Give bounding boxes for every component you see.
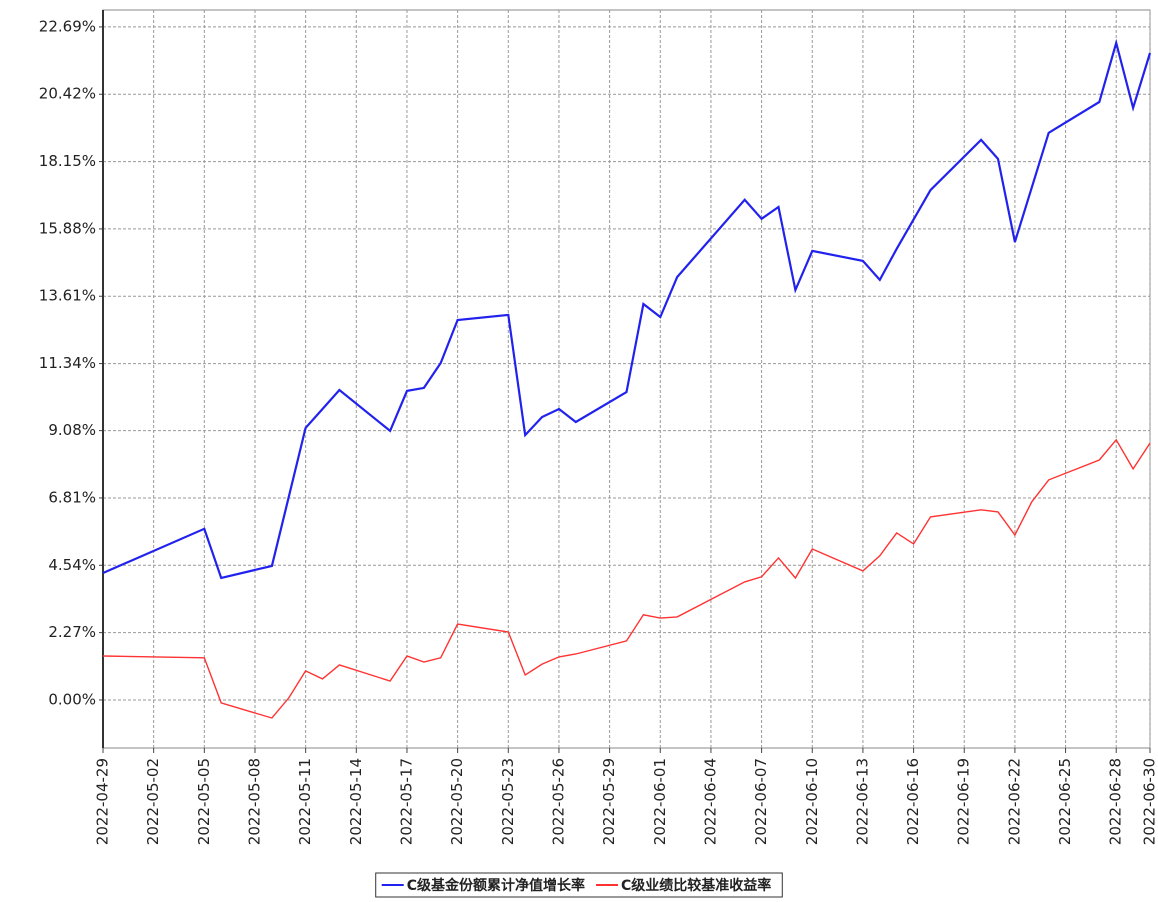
x-tick-label: 2022-05-11 — [296, 758, 314, 845]
y-tick-label: 0.00% — [48, 690, 96, 708]
x-tick-label: 2022-06-19 — [955, 758, 973, 845]
y-tick-label: 4.54% — [48, 556, 96, 574]
y-tick-label: 22.69% — [39, 17, 96, 35]
x-tick-label: 2022-05-29 — [600, 758, 618, 845]
y-tick-label: 13.61% — [39, 287, 96, 305]
y-tick-label: 6.81% — [48, 488, 96, 506]
series-line — [102, 38, 1152, 580]
x-tick-label: 2022-04-29 — [94, 758, 112, 845]
x-tick-label: 2022-06-16 — [904, 758, 922, 845]
x-tick-label: 2022-05-14 — [347, 758, 365, 845]
x-tick-label: 2022-05-05 — [195, 758, 213, 845]
x-tick-label: 2022-06-13 — [853, 758, 871, 845]
x-tick-label: 2022-05-20 — [448, 758, 466, 845]
x-tick-label: 2022-05-26 — [549, 758, 567, 845]
x-tick-label: 2022-06-30 — [1141, 758, 1158, 845]
plot-area — [102, 9, 1151, 749]
y-tick-label: 2.27% — [48, 623, 96, 641]
legend-label: C级业绩比较基准收益率 — [621, 877, 771, 894]
x-tick-label: 2022-06-07 — [752, 758, 770, 845]
x-tick-label: 2022-06-04 — [701, 758, 719, 845]
x-tick-label: 2022-06-22 — [1005, 758, 1023, 845]
legend-box — [375, 872, 783, 898]
y-tick-label: 20.42% — [39, 85, 96, 103]
x-tick-label: 2022-06-01 — [651, 758, 669, 845]
legend: C级基金份额累计净值增长率 C级业绩比较基准收益率 — [375, 872, 783, 898]
x-tick-label: 2022-05-17 — [397, 758, 415, 845]
y-tick-label: 15.88% — [39, 219, 96, 237]
legend-label: C级基金份额累计净值增长率 — [407, 877, 585, 894]
x-tick-label: 2022-05-02 — [144, 758, 162, 845]
series-line — [102, 438, 1151, 719]
y-tick-label: 9.08% — [48, 421, 96, 439]
y-tick-label: 18.15% — [39, 152, 96, 170]
x-tick-label: 2022-05-23 — [499, 758, 517, 845]
x-tick-label: 2022-06-25 — [1056, 758, 1074, 845]
x-tick-label: 2022-06-10 — [803, 758, 821, 845]
x-tick-label: 2022-06-28 — [1107, 758, 1125, 845]
y-tick-label: 11.34% — [39, 354, 96, 372]
x-tick-label: 2022-05-08 — [245, 758, 263, 845]
